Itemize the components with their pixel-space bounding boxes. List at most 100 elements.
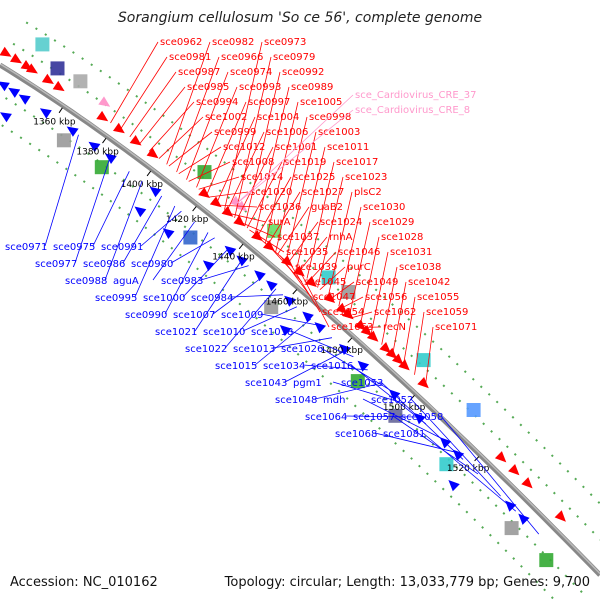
blue-gene-label: sce1081 [383, 429, 425, 440]
red-gene-label: plsC2 [354, 187, 382, 198]
reverse-gene-arrow [162, 228, 175, 239]
red-gene-label: sce1020 [250, 187, 292, 198]
reverse-gene-arrow [88, 141, 101, 153]
blue-gene-label-connector [200, 265, 249, 281]
annotation-block [35, 37, 50, 52]
reverse-gene-arrow [0, 112, 12, 123]
red-gene-label: sce1059 [426, 307, 468, 318]
blue-gene-label: sce1043 [245, 378, 287, 389]
blue-gene-label: sce0977 [35, 259, 77, 270]
forward-gene-arrow [113, 122, 125, 134]
red-gene-label: sce1054 [322, 307, 364, 318]
red-gene-label-connector [206, 101, 247, 196]
blue-gene-label: sce1007 [173, 310, 215, 321]
red-gene-label-connector [296, 146, 326, 270]
red-gene-label: sce0985 [187, 82, 229, 93]
blue-gene-label-connector [314, 382, 383, 400]
blue-gene-label-connector [194, 259, 243, 332]
blue-gene-label: sce1026 [281, 344, 323, 355]
annotation-block [267, 223, 282, 238]
reverse-gene-arrow [18, 94, 31, 105]
red-gene-label-connector [327, 191, 353, 297]
forward-gene-arrow [146, 147, 159, 159]
red-gene-label-connector [309, 251, 337, 281]
red-gene-label: sce1008 [232, 157, 274, 168]
reverse-gene-arrow [66, 126, 79, 137]
accession-text: Accession: NC_010162 [10, 575, 158, 590]
red-gene-label: sce1071 [435, 322, 477, 333]
red-gene-label-connector [244, 71, 281, 227]
kbp-tick [58, 107, 63, 114]
blue-gene-label: sce1016 [311, 361, 353, 372]
blue-gene-label: sce1015 [215, 361, 257, 372]
red-gene-label: sce1002 [205, 112, 247, 123]
red-gene-label-connector [300, 273, 330, 328]
red-gene-label: sce1063 [331, 322, 373, 333]
reverse-gene-arrow [202, 260, 215, 272]
genome-backbone [0, 62, 600, 577]
blue-gene-label: aguA [113, 276, 139, 287]
red-gene-label: sce1036 [259, 202, 301, 213]
blue-gene-label: sce1034 [263, 361, 305, 372]
red-gene-label: sce1062 [374, 307, 416, 318]
red-gene-label: sce1017 [336, 157, 378, 168]
red-gene-label: sce1030 [363, 202, 405, 213]
red-gene-label: sce1003 [318, 127, 360, 138]
red-gene-label-connector [168, 131, 213, 167]
blue-gene-label-connector [164, 232, 209, 315]
kbp-tick [146, 170, 152, 177]
forward-gene-arrow [521, 477, 533, 489]
red-gene-label-connector [259, 238, 294, 268]
red-gene-label-connector [277, 206, 310, 255]
red-gene-label-connector [129, 71, 177, 138]
forward-gene-arrow [52, 80, 65, 92]
red-gene-label: sce0997 [248, 97, 290, 108]
red-gene-label: sce1019 [284, 157, 326, 168]
red-gene-label: rnhA [329, 232, 353, 243]
forward-gene-arrow [198, 187, 210, 198]
red-gene-label: sce1056 [365, 292, 407, 303]
map-title: Sorangium cellulosum 'So ce 56', complet… [117, 10, 483, 26]
blue-gene-label-connector [224, 288, 277, 349]
forward-gene-arrow [366, 330, 379, 342]
red-gene-label-connector [306, 161, 335, 279]
kbp-tick-label: 1500 kbp [383, 403, 426, 413]
red-gene-label: sce1035 [286, 247, 328, 258]
red-gene-label-connector [139, 86, 186, 145]
kbp-tick [102, 137, 107, 144]
reverse-gene-arrow [39, 108, 52, 119]
red-gene-label: sce1028 [381, 232, 423, 243]
topology-text: Topology: circular; Length: 13,033,779 b… [224, 575, 590, 590]
forward-gene-arrow [41, 73, 54, 84]
red-gene-label: sce1045 [304, 277, 346, 288]
forward-gene-arrow [263, 240, 275, 251]
blue-gene-label: sce1052 [371, 395, 413, 406]
blue-gene-label-connector [380, 381, 464, 460]
forward-gene-arrow [392, 353, 404, 365]
reverse-gene-arrow [302, 311, 314, 323]
red-gene-label: sce1049 [356, 277, 398, 288]
red-gene-label-connector [257, 176, 292, 237]
blue-gene-label: sce1009 [221, 310, 263, 321]
reverse-gene-arrow [105, 153, 117, 164]
forward-gene-arrow [398, 359, 410, 371]
annotation-block [439, 457, 454, 472]
blue-gene-label: sce1000 [143, 293, 185, 304]
red-gene-label: guaB2 [311, 202, 343, 213]
blue-gene-label-connector [344, 415, 419, 418]
forward-gene-arrow [379, 342, 391, 354]
reverse-gene-arrow [518, 513, 530, 525]
red-gene-label-connector [158, 116, 204, 159]
red-gene-label-connector [403, 296, 416, 365]
blue-gene-label-connector [362, 398, 441, 439]
red-gene-label-connector [370, 251, 389, 335]
red-gene-label-connector [249, 229, 285, 253]
red-gene-label-connector [186, 71, 229, 180]
annotation-block [388, 408, 403, 423]
kbp-tick-label: 1360 kbp [33, 117, 76, 127]
blue-gene-label: sce1022 [185, 344, 227, 355]
blue-gene-label: sce1013 [233, 344, 275, 355]
annotation-block [416, 353, 431, 368]
blue-gene-label-connector [152, 221, 196, 281]
red-gene-label-connector [265, 101, 299, 244]
